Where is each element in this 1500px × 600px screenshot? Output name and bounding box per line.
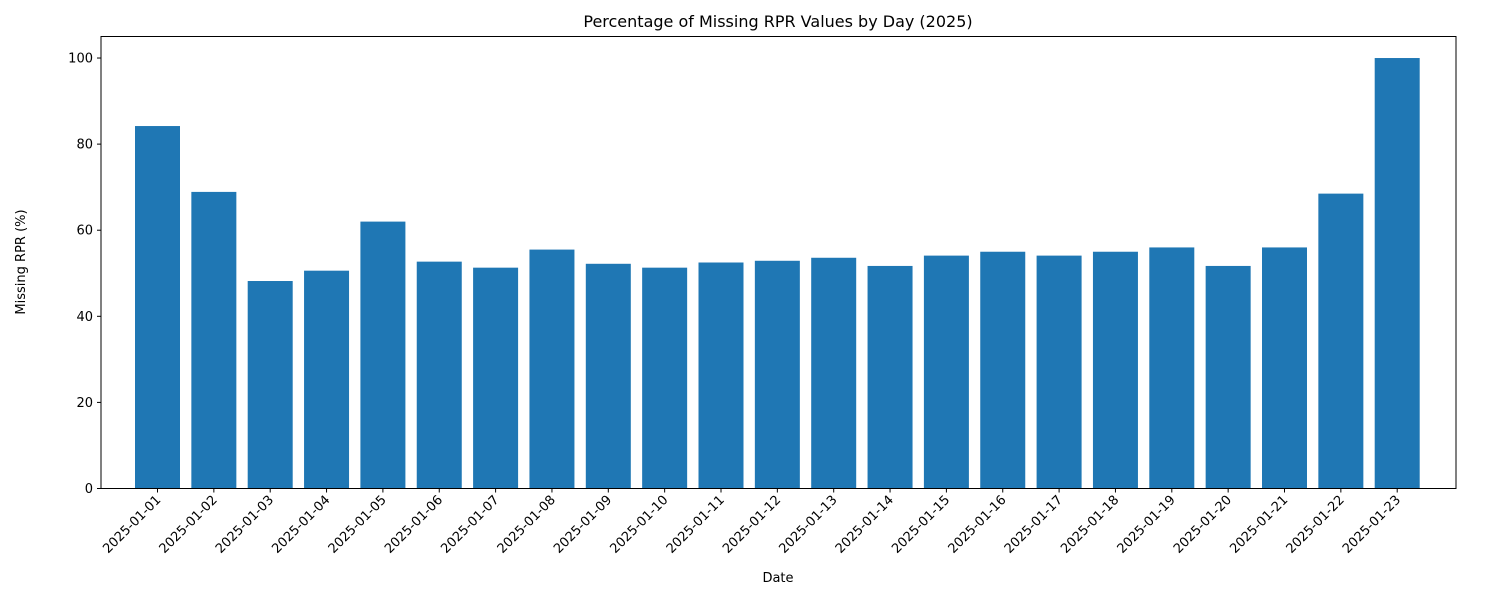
bar-2025-01-14 — [867, 265, 913, 489]
y-tick-label: 40 — [76, 310, 93, 325]
x-tick-label: 2025-01-23 — [1340, 493, 1404, 557]
x-tick-label: 2025-01-21 — [1227, 493, 1291, 557]
bar-2025-01-21 — [1262, 247, 1307, 489]
bar-2025-01-08 — [529, 249, 575, 489]
x-tick-label: 2025-01-18 — [1058, 493, 1122, 557]
x-axis-label: Date — [762, 571, 793, 586]
bar-2025-01-12 — [754, 260, 800, 489]
x-tick-label: 2025-01-04 — [269, 493, 333, 557]
bar-2025-01-16 — [980, 251, 1026, 489]
bar-2025-01-15 — [923, 255, 969, 489]
y-tick-label: 100 — [68, 52, 93, 67]
x-tick-label: 2025-01-13 — [776, 493, 840, 557]
y-tick-label: 60 — [76, 224, 93, 239]
bar-2025-01-09 — [585, 263, 631, 489]
x-tick-label: 2025-01-07 — [438, 493, 502, 557]
x-tick-label: 2025-01-20 — [1171, 493, 1235, 557]
x-axis: 2025-01-012025-01-022025-01-032025-01-04… — [100, 488, 1404, 557]
x-tick-label: 2025-01-02 — [157, 493, 221, 557]
bar-2025-01-19 — [1149, 247, 1195, 489]
chart-title: Percentage of Missing RPR Values by Day … — [583, 12, 972, 31]
x-tick-label: 2025-01-10 — [607, 493, 671, 557]
x-tick-label: 2025-01-17 — [1002, 493, 1066, 557]
x-tick-label: 2025-01-01 — [100, 493, 164, 557]
x-tick-label: 2025-01-22 — [1284, 493, 1348, 557]
y-tick-label: 80 — [76, 138, 93, 153]
y-tick-label: 20 — [76, 396, 93, 411]
y-axis: 0 20 40 60 80 100 — [68, 52, 101, 497]
bar-2025-01-20 — [1205, 265, 1251, 489]
x-tick-label: 2025-01-19 — [1115, 493, 1179, 557]
bar-2025-01-05 — [360, 221, 406, 489]
x-tick-label: 2025-01-05 — [326, 493, 390, 557]
x-tick-label: 2025-01-08 — [495, 493, 559, 557]
bar-2025-01-01 — [135, 126, 180, 489]
y-tick-label: 0 — [85, 482, 93, 497]
x-tick-label: 2025-01-11 — [664, 493, 728, 557]
bars-group — [135, 58, 1420, 489]
plot-frame — [100, 36, 1457, 489]
bar-2025-01-04 — [304, 270, 350, 489]
bar-2025-01-18 — [1092, 251, 1138, 489]
bar-2025-01-06 — [416, 261, 462, 489]
x-tick-label: 2025-01-16 — [946, 493, 1010, 557]
x-tick-label: 2025-01-09 — [551, 493, 615, 557]
x-tick-label: 2025-01-12 — [720, 493, 784, 557]
bar-2025-01-02 — [191, 191, 237, 489]
bar-2025-01-07 — [473, 267, 519, 489]
bar-2025-01-13 — [811, 257, 857, 489]
bar-2025-01-22 — [1318, 193, 1364, 489]
x-tick-label: 2025-01-14 — [833, 493, 897, 557]
bar-2025-01-03 — [247, 281, 293, 489]
x-tick-label: 2025-01-15 — [889, 493, 953, 557]
bar-2025-01-11 — [698, 262, 744, 489]
y-axis-label: Missing RPR (%) — [14, 209, 29, 314]
bar-2025-01-23 — [1374, 58, 1420, 489]
bar-2025-01-10 — [642, 267, 688, 489]
x-tick-label: 2025-01-03 — [213, 493, 277, 557]
x-tick-label: 2025-01-06 — [382, 493, 446, 557]
bar-2025-01-17 — [1036, 255, 1082, 489]
